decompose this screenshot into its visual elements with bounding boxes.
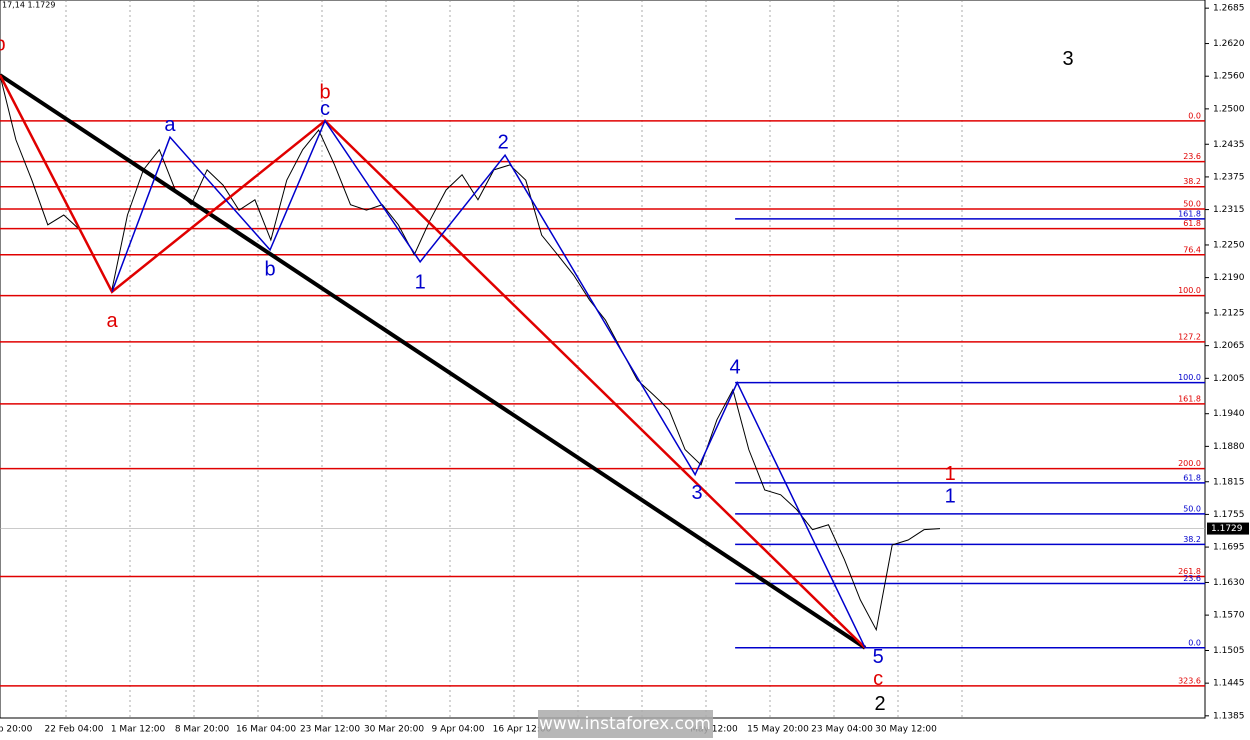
fib-label: 100.0 (1178, 286, 1201, 295)
watermark: www.instaforex.com (539, 714, 711, 734)
x-tick-label: May 12:00 (690, 725, 738, 735)
fib-label: 61.8 (1183, 219, 1201, 228)
y-tick-label: 1.2250 (1213, 240, 1245, 250)
y-tick-label: 1.2560 (1213, 72, 1245, 82)
x-tick-label: 9 Apr 04:00 (432, 725, 485, 735)
price-line (0, 75, 941, 632)
y-tick-label: 1.1570 (1213, 611, 1245, 621)
wave-label: 3 (1063, 48, 1074, 70)
y-tick-label: 1.1445 (1213, 679, 1245, 689)
fib-label: 100.0 (1178, 373, 1201, 382)
x-tick-label: 16 Mar 04:00 (236, 725, 296, 735)
fib-label: 127.2 (1178, 332, 1201, 341)
x-tick-label: Feb 20:00 (0, 725, 33, 735)
fib-label: 161.8 (1178, 209, 1201, 218)
plot-frame (0, 0, 1206, 719)
y-tick-label: 1.1385 (1213, 711, 1245, 721)
header: 17,14 1.1729 (2, 1, 55, 10)
y-tick-label: 1.1505 (1213, 646, 1245, 656)
y-tick-label: 1.2620 (1213, 39, 1245, 49)
wave-path (111, 119, 866, 649)
y-tick-label: 1.2005 (1213, 374, 1245, 384)
fib-label: 23.6 (1183, 152, 1201, 161)
wave-label: c (873, 668, 883, 690)
x-tick-label: 15 May 20:00 (747, 725, 809, 735)
wave-label: c (320, 98, 330, 120)
fib-label: 50.0 (1183, 504, 1201, 513)
wave-label: 2 (875, 693, 886, 715)
wave-label: 3 (691, 482, 702, 504)
fib-label: 323.6 (1178, 676, 1201, 685)
fib-label: 261.8 (1178, 567, 1201, 576)
wave-path (0, 73, 867, 650)
fib-label: 161.8 (1178, 394, 1201, 403)
fib-label: 23.6 (1183, 574, 1201, 583)
x-tick-label: 1 Mar 12:00 (111, 725, 166, 735)
y-tick-label: 1.2500 (1213, 104, 1245, 114)
x-tick-label: 8 Mar 20:00 (175, 725, 230, 735)
wave-label: 5 (873, 646, 884, 668)
y-tick-label: 1.2125 (1213, 309, 1245, 319)
fib-label: 38.2 (1183, 177, 1201, 186)
fib-label: 0.0 (1188, 111, 1201, 120)
fib-label: 61.8 (1183, 473, 1201, 482)
fib-label: 0.0 (1188, 638, 1201, 647)
wave-label: 1 (415, 271, 426, 293)
y-tick-label: 1.2375 (1213, 172, 1245, 182)
x-tick-label: 30 Mar 20:00 (364, 725, 424, 735)
y-tick-label: 1.2315 (1213, 205, 1245, 215)
y-tick-label: 1.1880 (1213, 442, 1245, 452)
x-tick-label: 23 May 04:00 (811, 725, 873, 735)
y-tick-label: 1.1630 (1213, 578, 1245, 588)
wave-label: 1 (945, 485, 956, 507)
y-tick-label: 1.1940 (1213, 409, 1245, 419)
y-tick-label: 1.2435 (1213, 140, 1245, 150)
wave-label: b (319, 81, 330, 103)
wave-label: a (164, 114, 176, 136)
fib-label: 200.0 (1178, 459, 1201, 468)
price-box-label: 1.1729 (1211, 524, 1243, 534)
wave-label: 2 (498, 131, 509, 153)
watermark-bg (538, 710, 713, 738)
fib-label: 76.4 (1183, 245, 1201, 254)
x-tick-label: 30 May 12:00 (875, 725, 937, 735)
price-box (1207, 522, 1249, 535)
y-tick-label: 1.1695 (1213, 543, 1245, 553)
y-tick-label: 1.1815 (1213, 477, 1245, 487)
wave-label: b (0, 33, 6, 55)
fib-label: 38.2 (1183, 535, 1201, 544)
wave-label: 1 (945, 463, 956, 485)
y-tick-label: 1.1755 (1213, 510, 1245, 520)
y-tick-label: 1.2685 (1213, 4, 1245, 14)
y-tick-label: 1.2190 (1213, 273, 1245, 283)
wave-label: a (106, 310, 118, 332)
x-tick-label: 22 Feb 04:00 (44, 725, 103, 735)
y-tick-label: 1.2065 (1213, 341, 1245, 351)
wave-label: 4 (730, 356, 741, 378)
wave-label: b (264, 258, 275, 280)
x-tick-label: 23 Mar 12:00 (300, 725, 360, 735)
wave-path (111, 120, 326, 293)
x-tick-label: 16 Apr 12:00 (493, 725, 552, 735)
fib-label: 50.0 (1183, 200, 1201, 209)
